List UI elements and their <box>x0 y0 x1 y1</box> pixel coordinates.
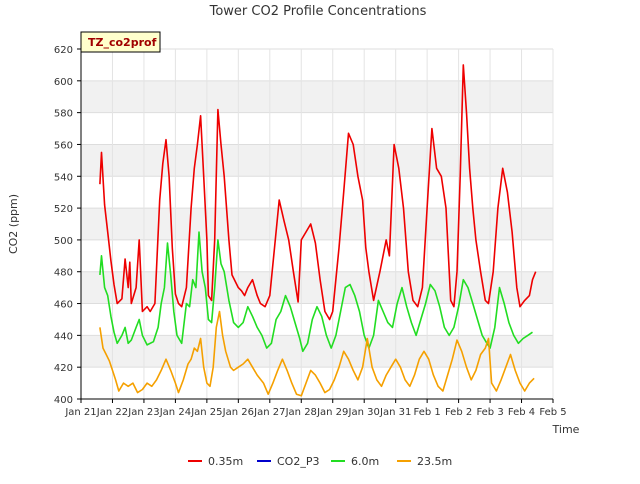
y-tick-label: 420 <box>54 363 73 374</box>
y-tick-label: 560 <box>54 140 73 151</box>
plot-background <box>81 49 553 399</box>
legend-item-0.35m: 0.35m <box>188 455 243 468</box>
x-tick-label: Jan 21 <box>64 407 96 418</box>
legend-label: 6.0m <box>351 455 379 468</box>
legend: 0.35m CO2_P3 6.0m 23.5m <box>188 455 452 468</box>
legend-label: CO2_P3 <box>277 455 319 468</box>
legend-item-CO2_P3: CO2_P3 <box>257 455 319 468</box>
series-line-0.35m <box>99 64 537 321</box>
plot-band <box>81 49 553 81</box>
y-tick-label: 480 <box>54 268 73 279</box>
axes: 400 420 440 460 480 500 520 540 560 580 600 620 Jan … <box>54 45 567 418</box>
x-tick-label: Jan 27 <box>253 407 285 418</box>
x-tick-label: Feb 2 <box>445 407 472 418</box>
y-tick-label: 460 <box>54 300 73 311</box>
x-tick-label: Jan 30 <box>348 407 380 418</box>
y-tick-label: 400 <box>54 395 73 406</box>
y-tick-label: 440 <box>54 331 73 342</box>
y-axis-label: CO2 (ppm) <box>7 194 20 254</box>
plot-band <box>81 208 553 240</box>
legend-item-6.0m: 6.0m <box>331 455 379 468</box>
y-tick-label: 580 <box>54 109 73 120</box>
x-tick-label: Jan 31 <box>379 407 411 418</box>
x-tick-label: Jan 28 <box>285 407 317 418</box>
y-tick-label: 600 <box>54 77 73 88</box>
series-line-23.5m <box>99 310 535 397</box>
chart-title: Tower CO2 Profile Concentrations <box>209 4 427 19</box>
legend-label: 0.35m <box>208 455 243 468</box>
x-tick-label: Feb 4 <box>508 407 535 418</box>
x-tick-label: Jan 25 <box>190 407 222 418</box>
x-tick-label: Feb 1 <box>414 407 441 418</box>
x-tick-label: Jan 29 <box>316 407 348 418</box>
y-tick-label: 520 <box>54 204 73 215</box>
site-label-text: TZ_co2prof <box>88 36 157 49</box>
plot-band <box>81 367 553 399</box>
y-tick-label: 540 <box>54 172 73 183</box>
x-axis-label: Time <box>552 423 580 436</box>
plot-band <box>81 335 553 368</box>
site-label-badge: TZ_co2prof <box>80 31 161 53</box>
y-tick-label: 500 <box>54 236 73 247</box>
y-tick-label: 620 <box>54 45 73 56</box>
x-tick-label: Jan 26 <box>222 407 254 418</box>
plot-band <box>81 271 553 304</box>
plot-band <box>81 112 553 145</box>
plot-band <box>81 80 553 113</box>
x-tick-label: Jan 24 <box>159 407 191 418</box>
legend-item-23.5m: 23.5m <box>397 455 452 468</box>
legend-label: 23.5m <box>417 455 452 468</box>
x-tick-label: Jan 23 <box>127 407 159 418</box>
grid-lines <box>80 48 554 400</box>
series-lines <box>99 64 537 397</box>
x-tick-label: Feb 3 <box>476 407 503 418</box>
plot-band <box>81 176 553 209</box>
plot-band <box>81 144 553 177</box>
x-tick-label: Feb 5 <box>539 407 566 418</box>
series-line-6.0m <box>99 231 533 353</box>
x-tick-label: Jan 22 <box>96 407 128 418</box>
